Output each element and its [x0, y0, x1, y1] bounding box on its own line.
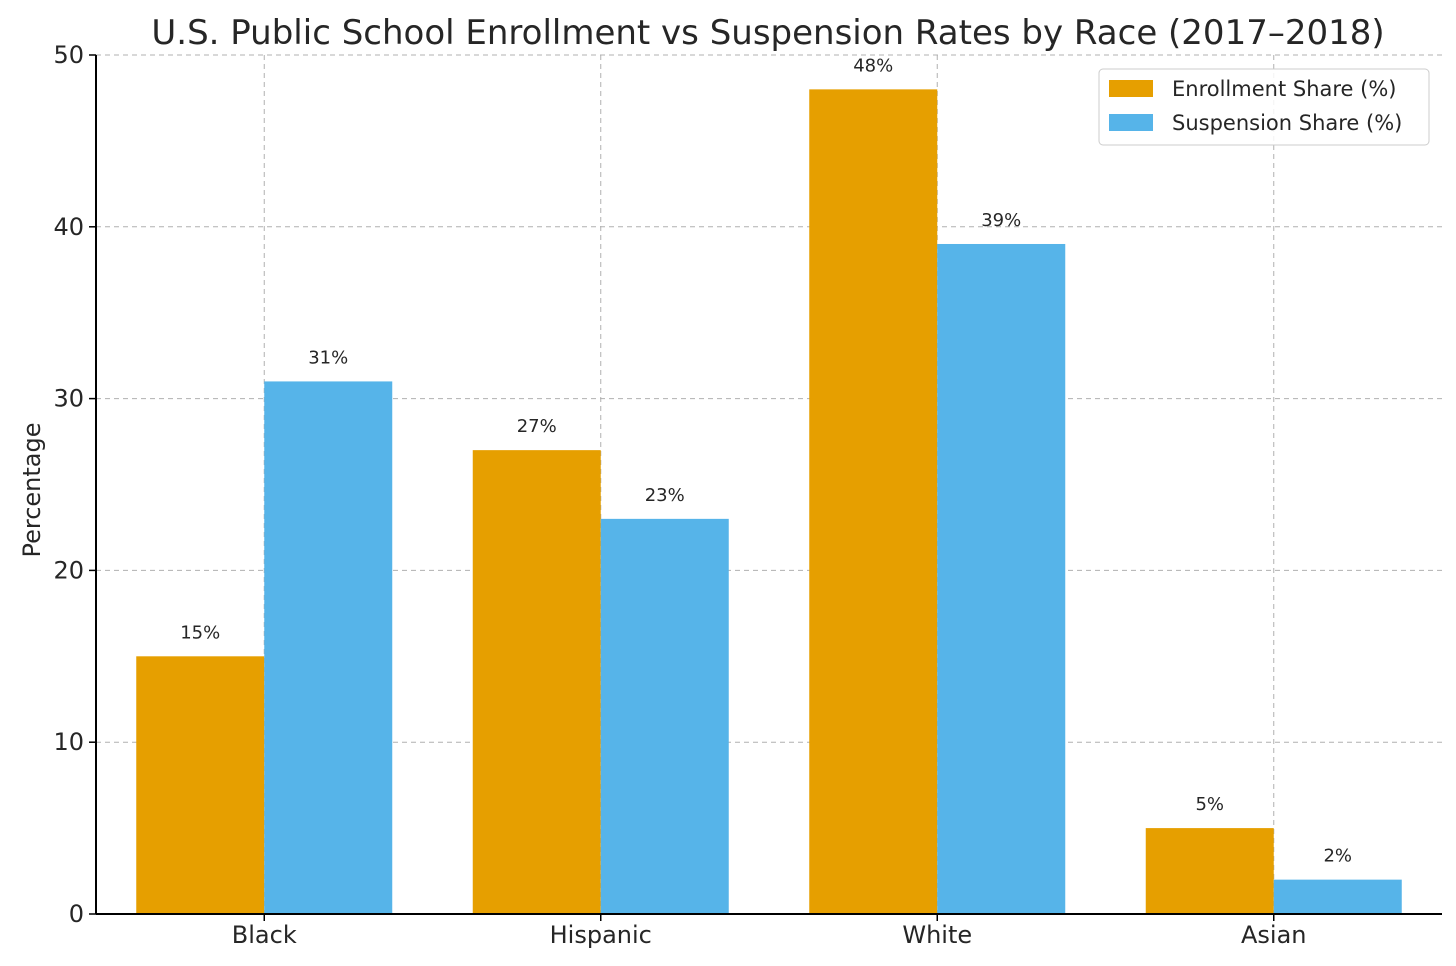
legend-swatch: [1109, 80, 1153, 97]
data-labels-layer: 15% 27% 48% 5% 31% 23% 39% 2%: [180, 55, 1352, 866]
bar: [136, 656, 265, 914]
y-axis-label: Percentage: [18, 422, 46, 557]
x-tick-label: Hispanic: [550, 921, 652, 949]
legend-box: [1098, 68, 1430, 146]
y-tick-label: 10: [53, 728, 84, 756]
y-tick-label: 0: [69, 900, 84, 928]
bar: [1145, 828, 1274, 914]
data-label: 23%: [645, 485, 685, 506]
x-tick-label: White: [902, 921, 972, 949]
bar: [472, 450, 601, 914]
data-label: 48%: [853, 55, 893, 76]
bars-layer: [136, 89, 1402, 915]
bar: [264, 381, 393, 914]
data-label: 31%: [308, 347, 348, 368]
bar: [600, 518, 729, 914]
bar: [1273, 879, 1402, 914]
data-label: 27%: [517, 416, 557, 437]
bar: [809, 89, 938, 915]
legend-swatch: [1109, 114, 1153, 131]
y-tick-label: 40: [53, 213, 84, 241]
x-tick-label: Black: [232, 921, 297, 949]
bar: [937, 243, 1066, 915]
y-tick-label: 30: [53, 385, 84, 413]
y-tick-label: 50: [53, 41, 84, 69]
legend-label: Suspension Share (%): [1172, 111, 1402, 135]
x-tick-label: Asian: [1241, 921, 1307, 949]
data-label: 39%: [981, 210, 1021, 231]
chart-title: U.S. Public School Enrollment vs Suspens…: [151, 13, 1384, 53]
axes-layer: [95, 55, 1442, 915]
ticks-layer: 0 10 20 30 40 50 Black Hispanic White Asian: [53, 41, 1306, 949]
data-label: 2%: [1323, 846, 1352, 867]
y-tick-label: 20: [53, 556, 84, 584]
legend-label: Enrollment Share (%): [1172, 77, 1396, 101]
data-label: 15%: [180, 622, 220, 643]
legend: Enrollment Share (%) Suspension Share (%): [1098, 68, 1430, 146]
data-label: 5%: [1195, 794, 1224, 815]
